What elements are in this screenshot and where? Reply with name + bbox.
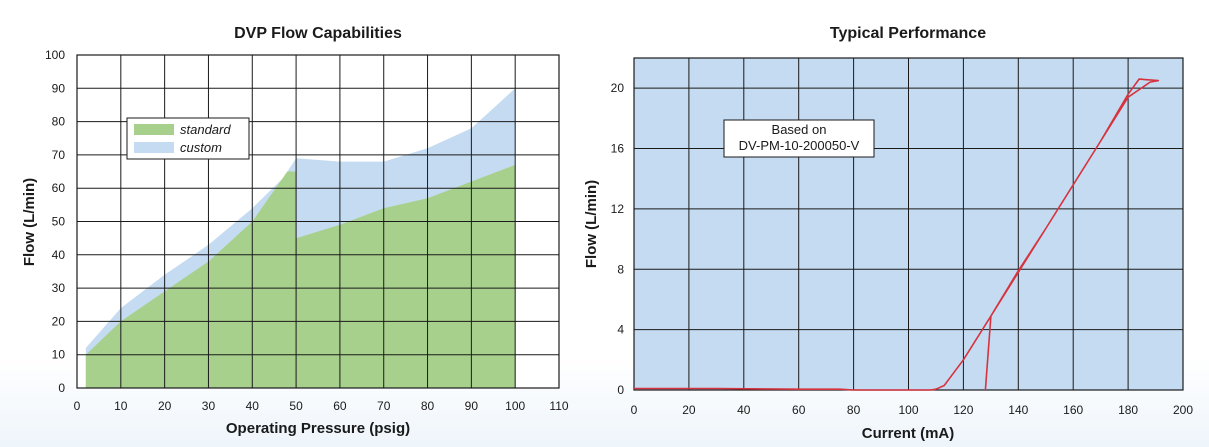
y-tick-label: 80 bbox=[52, 115, 66, 129]
y-tick-label: 50 bbox=[52, 215, 66, 229]
typical-performance-x-axis-title: Current (mA) bbox=[862, 425, 955, 442]
x-tick-label: 40 bbox=[737, 403, 751, 417]
flow-capabilities-title: DVP Flow Capabilities bbox=[234, 25, 402, 42]
area-standard bbox=[85, 164, 516, 388]
x-tick-label: 20 bbox=[682, 403, 696, 417]
x-tick-label: 110 bbox=[549, 399, 568, 413]
y-tick-label: 20 bbox=[52, 314, 66, 328]
x-tick-label: 90 bbox=[465, 399, 479, 413]
annotation-line-1: Based on bbox=[772, 122, 827, 137]
typical-performance-grid bbox=[634, 58, 1183, 390]
flow-capabilities-x-axis-title: Operating Pressure (psig) bbox=[226, 420, 410, 437]
x-tick-label: 20 bbox=[158, 399, 172, 413]
y-tick-label: 4 bbox=[617, 323, 624, 337]
typical-performance-chart: Typical Performance 0 20 40 60 80 100 120 140 16… bbox=[583, 25, 1193, 442]
x-tick-label: 40 bbox=[246, 399, 260, 413]
x-tick-label: 70 bbox=[377, 399, 391, 413]
legend-swatch-standard bbox=[134, 124, 174, 135]
flow-capabilities-plot-border bbox=[76, 54, 560, 389]
x-tick-label: 10 bbox=[114, 399, 128, 413]
x-tick-label: 0 bbox=[631, 403, 638, 417]
typical-performance-y-ticks: 0 4 8 12 16 20 bbox=[611, 81, 625, 397]
legend-label-custom: custom bbox=[180, 140, 222, 155]
flow-capabilities-legend: standard custom bbox=[126, 117, 250, 160]
x-tick-label: 140 bbox=[1008, 403, 1028, 417]
x-tick-label: 30 bbox=[202, 399, 216, 413]
flow-capabilities-chart: DVP Flow Capabilities 0 10 20 30 40 50 60 70 80 9… bbox=[21, 25, 569, 437]
typical-performance-annotation: Based on DV-PM-10-200050-V bbox=[723, 119, 875, 158]
x-tick-label: 80 bbox=[421, 399, 435, 413]
y-tick-label: 12 bbox=[611, 202, 625, 216]
x-tick-label: 0 bbox=[74, 399, 81, 413]
y-tick-label: 40 bbox=[52, 248, 66, 262]
x-tick-label: 160 bbox=[1063, 403, 1083, 417]
x-tick-label: 120 bbox=[953, 403, 973, 417]
y-tick-label: 30 bbox=[52, 281, 66, 295]
typical-performance-title: Typical Performance bbox=[830, 25, 986, 42]
flow-capabilities-y-ticks: 0 10 20 30 40 50 60 70 80 90 100 bbox=[45, 48, 65, 395]
x-tick-label: 50 bbox=[289, 399, 303, 413]
x-tick-label: 80 bbox=[847, 403, 861, 417]
y-tick-label: 0 bbox=[58, 381, 65, 395]
y-tick-label: 10 bbox=[52, 348, 66, 362]
legend-swatch-custom bbox=[134, 142, 174, 153]
y-tick-label: 90 bbox=[52, 81, 66, 95]
series-line-flow-vs-current bbox=[634, 78, 1160, 391]
y-tick-label: 0 bbox=[617, 383, 624, 397]
y-tick-label: 60 bbox=[52, 181, 66, 195]
flow-capabilities-y-axis-title: Flow (L/min) bbox=[21, 178, 38, 266]
x-tick-label: 60 bbox=[792, 403, 806, 417]
y-tick-label: 100 bbox=[45, 48, 65, 62]
x-tick-label: 200 bbox=[1173, 403, 1193, 417]
y-tick-label: 8 bbox=[617, 262, 624, 276]
x-tick-label: 180 bbox=[1118, 403, 1138, 417]
annotation-line-2: DV-PM-10-200050-V bbox=[739, 138, 860, 153]
typical-performance-x-ticks: 0 20 40 60 80 100 120 140 160 180 200 bbox=[631, 403, 1194, 417]
y-tick-label: 20 bbox=[611, 81, 625, 95]
x-tick-label: 100 bbox=[898, 403, 918, 417]
legend-label-standard: standard bbox=[180, 122, 231, 137]
typical-performance-y-axis-title: Flow (L/min) bbox=[583, 180, 600, 268]
annotation-box bbox=[723, 119, 875, 158]
y-tick-label: 16 bbox=[611, 142, 625, 156]
typical-performance-lines bbox=[634, 78, 1160, 391]
flow-capabilities-areas bbox=[85, 88, 516, 389]
x-tick-label: 60 bbox=[333, 399, 347, 413]
x-tick-label: 100 bbox=[505, 399, 525, 413]
y-tick-label: 70 bbox=[52, 148, 66, 162]
flow-capabilities-x-ticks: 0 10 20 30 40 50 60 70 80 90 100 110 bbox=[74, 399, 569, 413]
